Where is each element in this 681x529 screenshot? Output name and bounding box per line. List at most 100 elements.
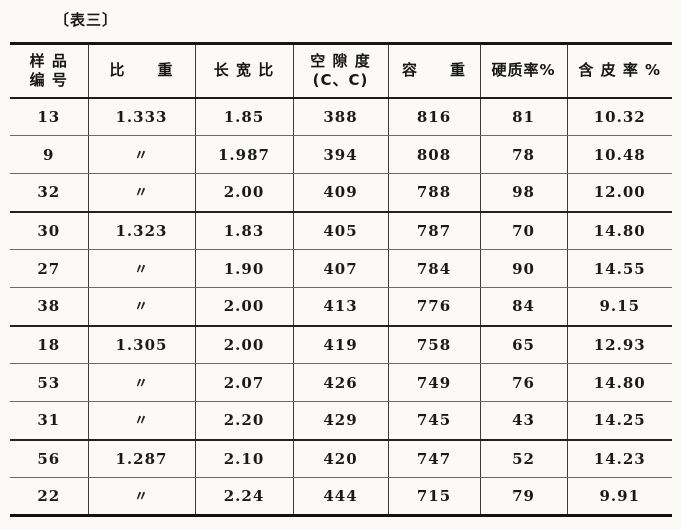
table-cell-r7-c4: 749	[388, 363, 481, 402]
table-cell-r4-c1: 〃	[88, 249, 196, 288]
table-cell-r3-c3: 405	[293, 211, 389, 250]
table-cell-r7-c0: 53	[10, 363, 89, 402]
table-cell-r4-c4: 784	[388, 249, 481, 288]
table-cell-r4-c5: 90	[480, 249, 568, 288]
table-cell-r1-c5: 78	[480, 135, 568, 174]
table-cell-r10-c1: 〃	[88, 477, 196, 516]
table-cell-r0-c5: 81	[480, 97, 568, 136]
table-row: 56 1.287 2.10 420 747 52 14.23	[10, 439, 672, 478]
table-cell-r7-c1: 〃	[88, 363, 196, 402]
table-cell-r3-c1: 1.323	[88, 211, 196, 250]
table-cell-r7-c6: 14.80	[567, 363, 672, 402]
table-cell-r3-c5: 70	[480, 211, 568, 250]
table-cell-r2-c2: 2.00	[195, 173, 294, 213]
table-cell-r4-c2: 1.90	[195, 249, 294, 288]
table-cell-r7-c5: 76	[480, 363, 568, 402]
table-body: 13 1.333 1.85 388 816 81 10.32 9 〃 1.987 394 808 78 1…	[10, 97, 672, 516]
table-row: 32 〃 2.00 409 788 98 12.00	[10, 173, 672, 213]
table-cell-r1-c1: 〃	[88, 135, 196, 174]
table-row: 27 〃 1.90 407 784 90 14.55	[10, 249, 672, 288]
table-cell-r5-c5: 84	[480, 287, 568, 327]
table-row: 30 1.323 1.83 405 787 70 14.80	[10, 211, 672, 250]
table-cell-r9-c0: 56	[10, 439, 89, 478]
table-cell-r0-c6: 10.32	[567, 97, 672, 136]
table-cell-r0-c2: 1.85	[195, 97, 294, 136]
table-cell-r5-c2: 2.00	[195, 287, 294, 327]
table-header: 样 品 编 号 比 重 长 宽 比 空 隙 度 (C、C) 容 重 硬质率% 含…	[10, 43, 672, 99]
table-cell-r4-c6: 14.55	[567, 249, 672, 288]
table-cell-r10-c6: 9.91	[599, 487, 641, 505]
table-cell-r9-c1: 1.287	[88, 439, 196, 478]
table-container: 样 品 编 号 比 重 长 宽 比 空 隙 度 (C、C) 容 重 硬质率% 含…	[10, 42, 672, 517]
table-cell-r4-c3: 407	[293, 249, 389, 288]
table-cell-r10-c3: 444	[293, 477, 389, 516]
table-row: 22 〃 2.24 444 715 79 9.91	[10, 477, 672, 516]
table-row: 9 〃 1.987 394 808 78 10.48	[10, 135, 672, 174]
table-cell-r8-c4: 745	[388, 401, 481, 441]
data-table: 样 品 编 号 比 重 长 宽 比 空 隙 度 (C、C) 容 重 硬质率% 含…	[10, 42, 672, 517]
table-row: 53 〃 2.07 426 749 76 14.80	[10, 363, 672, 402]
header-skin-content-rate: 含 皮 率 %	[567, 43, 672, 99]
table-cell-r6-c1: 1.305	[88, 325, 196, 364]
table-cell-r8-c0: 31	[10, 401, 89, 441]
table-cell-r6-c2: 2.00	[195, 325, 294, 364]
table-cell-r9-c4: 747	[388, 439, 481, 478]
table-cell-r7-c3: 426	[293, 363, 389, 402]
table-cell-r8-c3: 429	[293, 401, 389, 441]
table-cell-r0-c0: 13	[10, 97, 89, 136]
table-cell-r10-c4: 715	[388, 477, 481, 516]
table-cell-r2-c0: 32	[10, 173, 89, 213]
table-row: 31 〃 2.20 429 745 43 14.25	[10, 401, 672, 441]
table-cell-r1-c2: 1.987	[195, 135, 294, 174]
table-cell-r3-c6: 14.80	[567, 211, 672, 250]
table-cell-r8-c2: 2.20	[195, 401, 294, 441]
table-cell-r0-c4: 816	[388, 97, 481, 136]
table-cell-r3-c2: 1.83	[195, 211, 294, 250]
table-cell-r0-c3: 388	[293, 97, 389, 136]
table-cell-r2-c6: 12.00	[567, 173, 672, 213]
header-bulk-density: 容 重	[388, 43, 481, 99]
table-cell-r9-c5: 52	[480, 439, 568, 478]
table-cell-r5-c4: 776	[388, 287, 481, 327]
table-cell-r8-c1: 〃	[88, 401, 196, 441]
header-hardness-rate: 硬质率%	[480, 43, 568, 99]
table-cell-r8-c6: 14.25	[567, 401, 672, 441]
table-cell-r6-c5: 65	[480, 325, 568, 364]
table-cell-r6-c6: 12.93	[567, 325, 672, 364]
table-cell-r6-c4: 758	[388, 325, 481, 364]
table-cell-r1-c4: 808	[388, 135, 481, 174]
table-cell-r0-c1: 1.333	[88, 97, 196, 136]
table-cell-r3-c0: 30	[10, 211, 89, 250]
table-cell-r9-c3: 420	[293, 439, 389, 478]
table-row: 13 1.333 1.85 388 816 81 10.32	[10, 97, 672, 136]
table-cell-r10-c0: 22	[10, 477, 89, 516]
table-cell-r2-c5: 98	[480, 173, 568, 213]
table-cell-r1-c0: 9	[10, 135, 89, 174]
header-porosity: 空 隙 度 (C、C)	[293, 43, 389, 99]
header-specific-gravity: 比 重	[88, 43, 196, 99]
table-cell-r2-c3: 409	[293, 173, 389, 213]
table-cell-r6-c0: 18	[10, 325, 89, 364]
table-cell-r8-c5: 43	[480, 401, 568, 441]
table-cell-r9-c2: 2.10	[195, 439, 294, 478]
page-title: 〔表三〕	[54, 11, 119, 29]
table-cell-r10-c2: 2.24	[195, 477, 294, 516]
table-cell-r6-c3: 419	[293, 325, 389, 364]
header-length-width-ratio: 长 宽 比	[195, 43, 294, 99]
table-cell-r9-c6: 14.23	[567, 439, 672, 478]
table-cell-r7-c2: 2.07	[195, 363, 294, 402]
table-cell-r1-c6: 10.48	[567, 135, 672, 174]
table-cell-r5-c3: 413	[293, 287, 389, 327]
table-row: 18 1.305 2.00 419 758 65 12.93	[10, 325, 672, 364]
table-header-row: 样 品 编 号 比 重 长 宽 比 空 隙 度 (C、C) 容 重 硬质率% 含…	[10, 43, 672, 99]
table-cell-r5-c0: 38	[10, 287, 89, 327]
table-cell-r2-c1: 〃	[88, 173, 196, 213]
table-cell-r4-c0: 27	[10, 249, 89, 288]
table-cell-r5-c1: 〃	[88, 287, 196, 327]
table-cell-r1-c3: 394	[293, 135, 389, 174]
table-row: 38 〃 2.00 413 776 84 9.15	[10, 287, 672, 327]
table-cell-r2-c4: 788	[388, 173, 481, 213]
table-cell-r5-c6: 9.15	[567, 287, 672, 327]
table-cell-r3-c4: 787	[388, 211, 481, 250]
table-cell-r10-c5: 79	[480, 477, 568, 516]
